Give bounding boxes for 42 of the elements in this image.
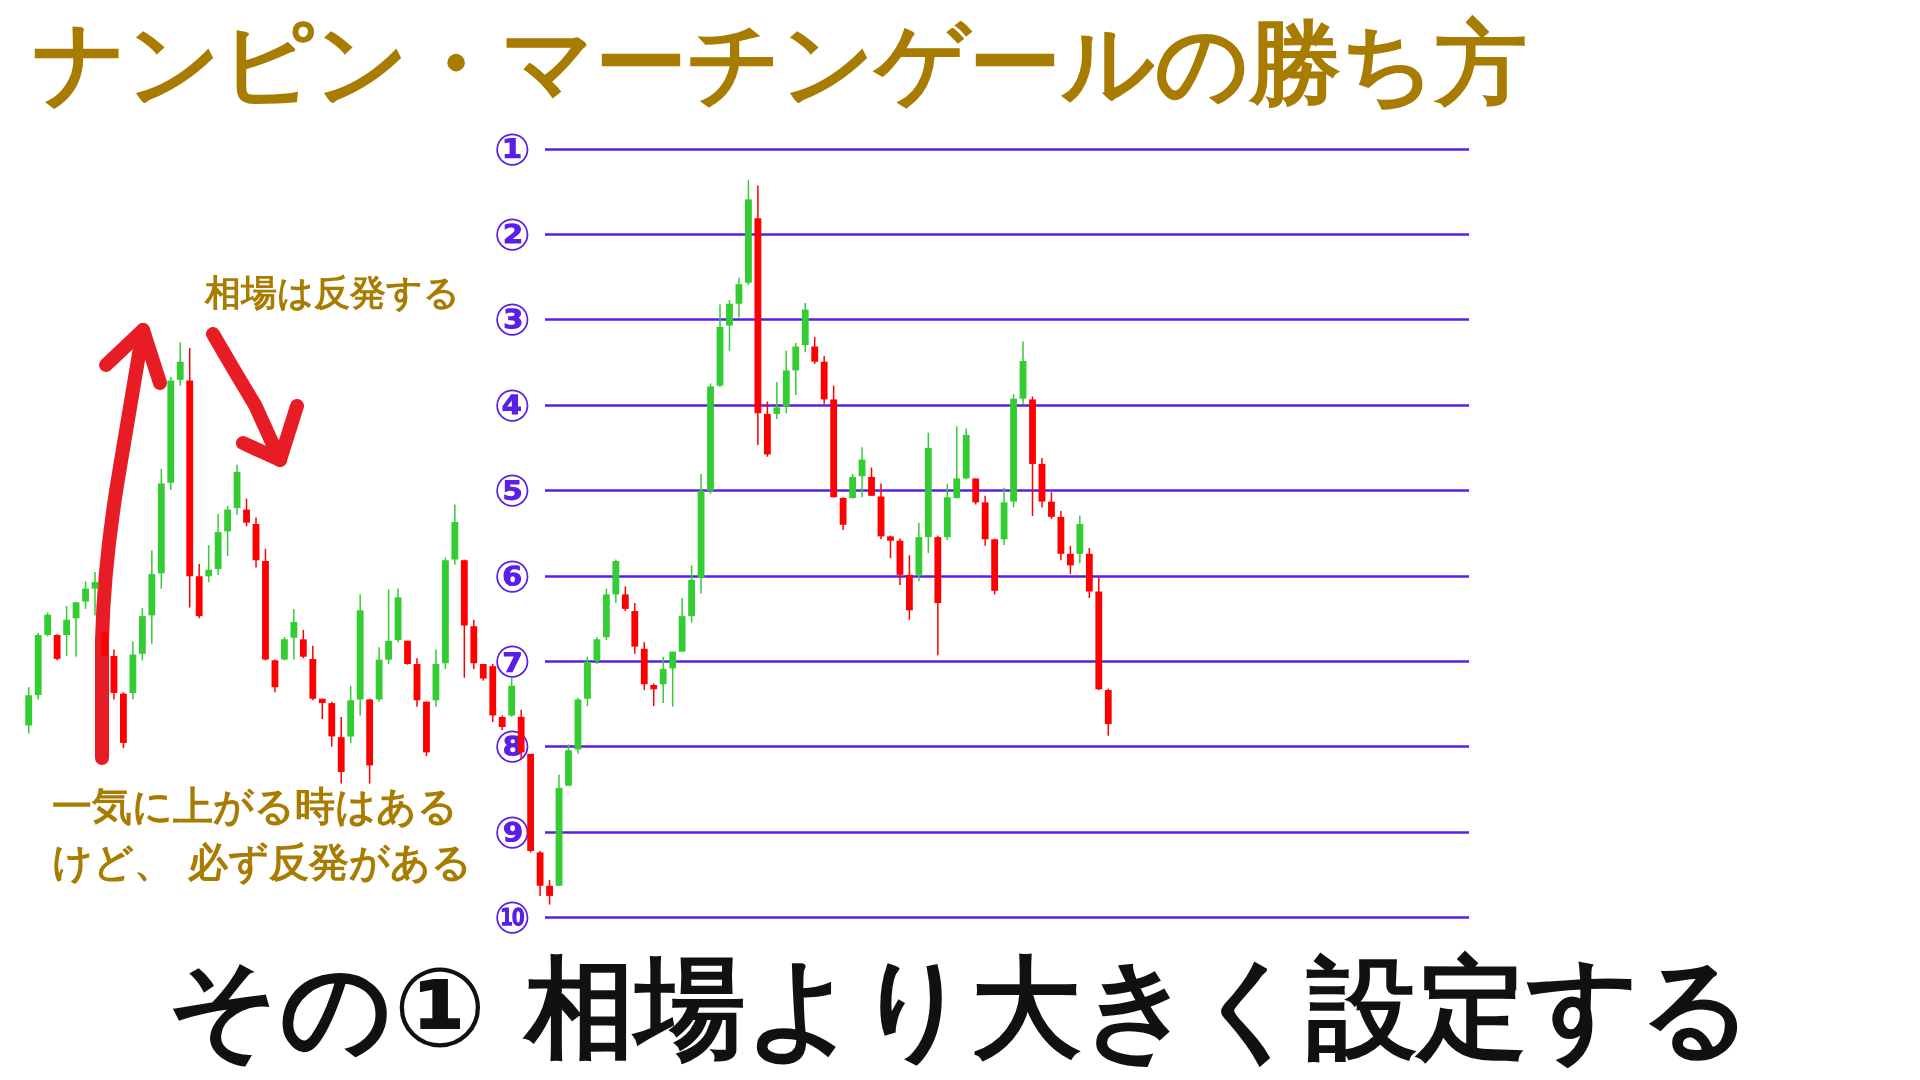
candlestick bbox=[101, 630, 108, 658]
candlestick bbox=[53, 633, 61, 662]
candlestick bbox=[91, 571, 99, 617]
candlestick bbox=[63, 605, 71, 657]
candlestick bbox=[1066, 545, 1074, 575]
ref-line-label: ⑦ bbox=[493, 635, 531, 687]
candlestick bbox=[650, 682, 658, 707]
text: その① 相場より大きく設定する bbox=[167, 944, 1753, 1072]
candlestick bbox=[726, 299, 733, 352]
candlestick bbox=[593, 636, 601, 665]
candlestick bbox=[659, 655, 667, 704]
candlestick bbox=[546, 879, 553, 906]
candlestick bbox=[243, 497, 250, 527]
candlestick bbox=[953, 425, 961, 500]
candlestick bbox=[972, 477, 980, 506]
candlestick bbox=[224, 505, 231, 557]
ref-line-label: ② bbox=[493, 208, 531, 260]
candlestick bbox=[82, 580, 89, 610]
candlestick bbox=[299, 629, 307, 659]
candlestick bbox=[849, 473, 856, 500]
candlestick bbox=[205, 544, 213, 583]
candlestick bbox=[176, 341, 184, 387]
candlestick bbox=[792, 342, 800, 396]
ref-line-label: ① bbox=[493, 123, 531, 175]
candlestick bbox=[621, 585, 629, 612]
candlestick bbox=[669, 650, 677, 708]
candlestick bbox=[385, 588, 392, 665]
candlestick bbox=[735, 276, 743, 319]
ref-line-label: ④ bbox=[493, 379, 531, 431]
candlestick bbox=[868, 466, 875, 497]
candlestick bbox=[773, 381, 781, 420]
chart-title: ナンピン・マーチンゲールの勝ち方 bbox=[33, 9, 1527, 117]
candlestick bbox=[1048, 491, 1055, 520]
candlestick bbox=[811, 336, 819, 365]
candlestick bbox=[44, 611, 52, 638]
ref-line-label: ③ bbox=[493, 294, 531, 346]
annotation: 一気に上がる時はあるけど、 必ず反発がある bbox=[52, 783, 472, 886]
candlestick bbox=[290, 608, 298, 661]
ref-line-label: ⑩ bbox=[493, 892, 531, 944]
ref-line-label: ⑥ bbox=[493, 550, 531, 602]
ref-line-label: ⑤ bbox=[493, 465, 531, 517]
annotation: 相場は反発する bbox=[204, 271, 460, 313]
